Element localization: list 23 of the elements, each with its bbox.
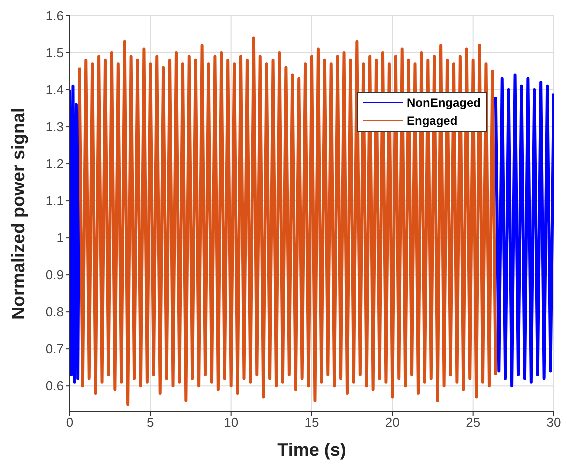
y-tick-label: 1.2 bbox=[46, 156, 64, 172]
y-tick-label: 0.7 bbox=[46, 342, 64, 357]
y-tick-label: 1.5 bbox=[46, 46, 64, 61]
y-tick-label: 1.1 bbox=[46, 194, 64, 209]
y-tick-label: 1.6 bbox=[46, 8, 64, 24]
x-axis-title: Time (s) bbox=[278, 440, 346, 460]
y-tick-label: 1.4 bbox=[46, 82, 64, 98]
y-tick-label: 0.9 bbox=[46, 268, 64, 283]
x-tick-label: 30 bbox=[546, 415, 562, 430]
legend-label: Engaged bbox=[407, 114, 458, 128]
x-tick-label: 10 bbox=[224, 415, 239, 430]
y-tick-label: 1.3 bbox=[46, 120, 64, 135]
line-series bbox=[78, 36, 498, 406]
x-tick-label: 0 bbox=[66, 415, 74, 430]
legend-label: NonEngaged bbox=[407, 96, 481, 110]
y-tick-label: 0.6 bbox=[46, 378, 64, 394]
x-tick-label: 5 bbox=[147, 415, 154, 430]
y-tick-label: 1 bbox=[56, 230, 64, 246]
x-tick-label: 20 bbox=[385, 415, 400, 430]
x-tick-label: 25 bbox=[466, 415, 481, 430]
x-tick-label: 15 bbox=[304, 415, 320, 430]
y-axis-title: Normalized power signal bbox=[8, 108, 28, 320]
y-tick-label: 0.8 bbox=[46, 304, 64, 320]
